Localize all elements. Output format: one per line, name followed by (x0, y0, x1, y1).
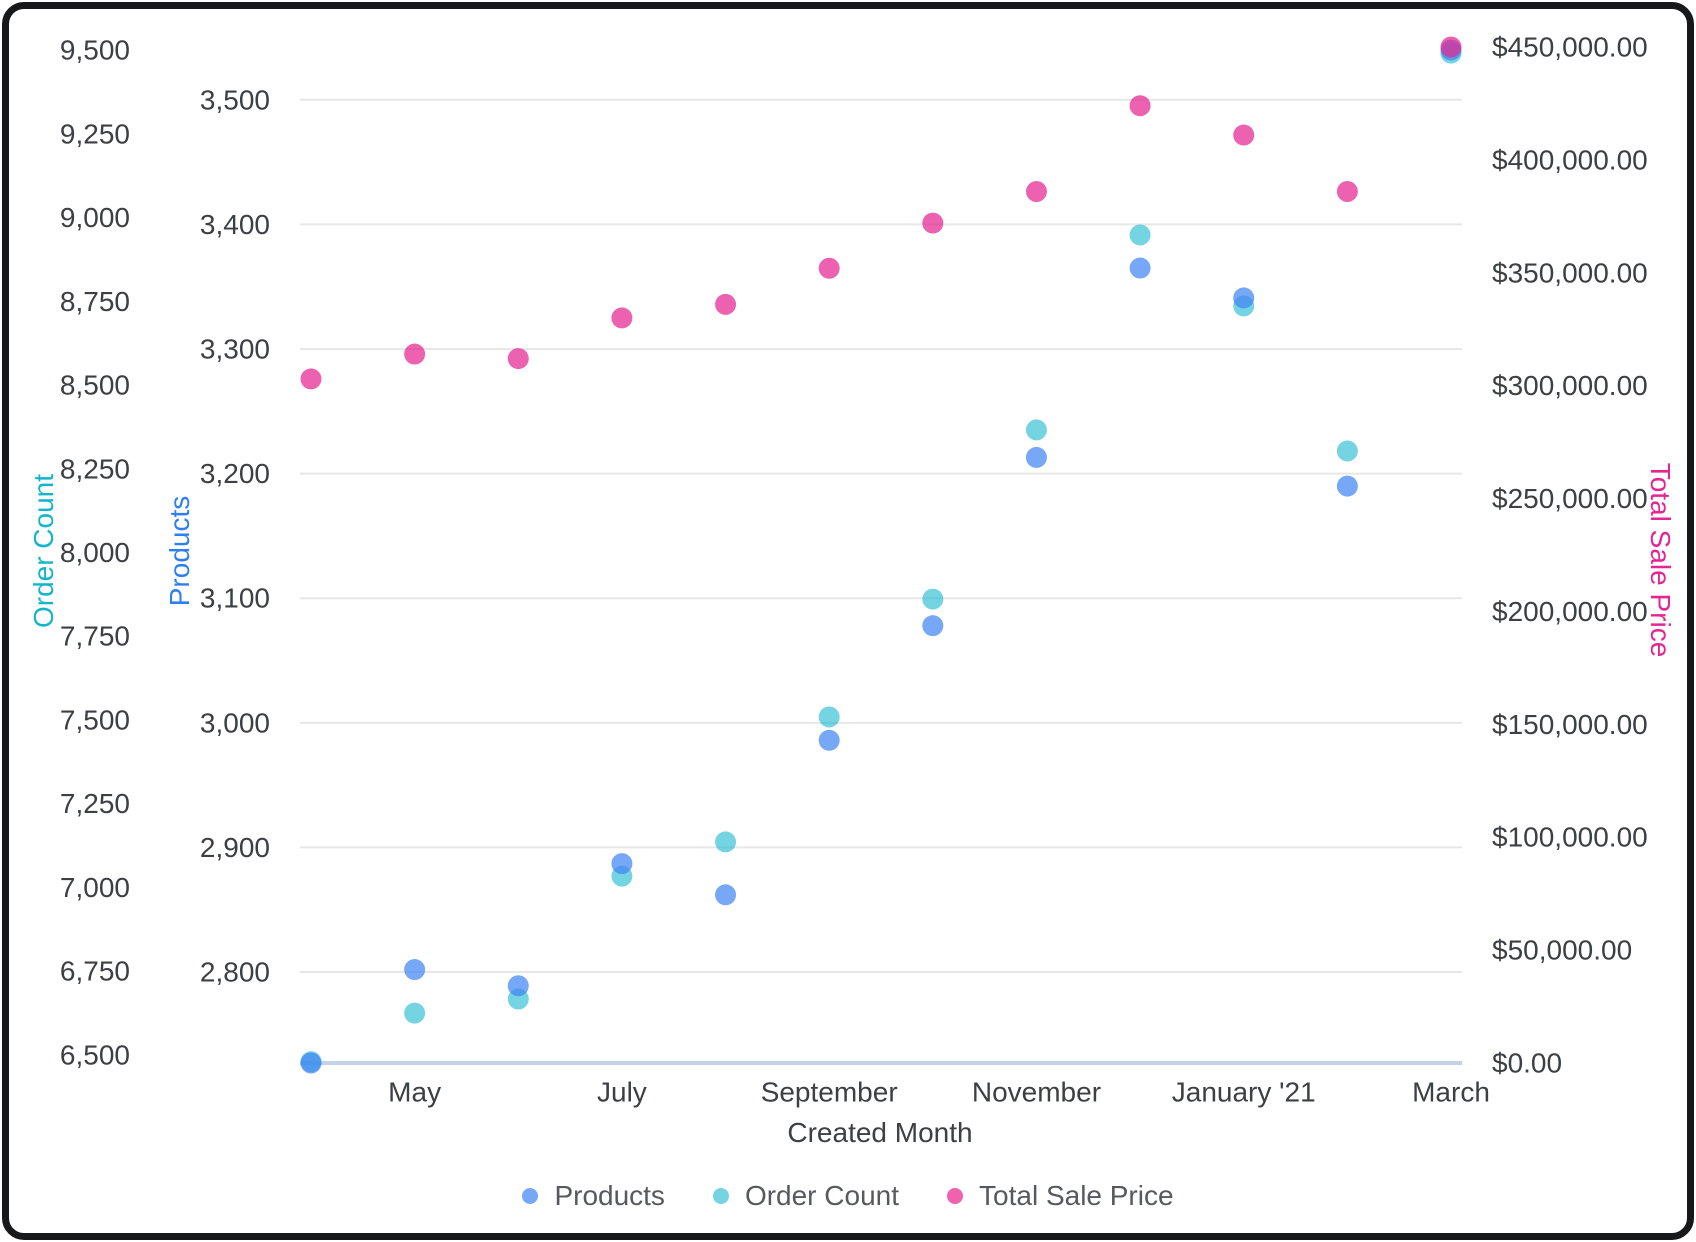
legend-item-total-sale-price[interactable]: Total Sale Price (947, 1180, 1174, 1212)
data-point-products[interactable] (1025, 446, 1047, 468)
sale-price-tick-label: $400,000.00 (1492, 144, 1648, 175)
data-point-products[interactable] (715, 884, 737, 906)
products-tick-label: 3,100 (200, 583, 270, 614)
axis-title-created-month: Created Month (787, 1117, 973, 1148)
data-point-products[interactable] (1129, 257, 1151, 279)
legend-label-total-sale-price: Total Sale Price (979, 1180, 1174, 1211)
data-point-total-sale-price[interactable] (404, 343, 426, 365)
order-count-tick-label: 9,250 (60, 118, 130, 149)
data-point-total-sale-price[interactable] (922, 212, 944, 234)
data-point-order-count[interactable] (922, 588, 944, 610)
sale-price-tick-label: $350,000.00 (1492, 257, 1648, 288)
order-count-tick-label: 8,000 (60, 537, 130, 568)
legend-label-products: Products (554, 1180, 665, 1211)
legend-item-order-count[interactable]: Order Count (712, 1180, 900, 1212)
data-point-products[interactable] (1233, 287, 1255, 309)
data-point-order-count[interactable] (1336, 440, 1358, 462)
legend-label-order-count: Order Count (744, 1180, 900, 1211)
sale-price-tick-label: $250,000.00 (1492, 483, 1648, 514)
data-point-order-count[interactable] (715, 831, 737, 853)
data-point-products[interactable] (404, 959, 426, 981)
month-tick-label: November (972, 1077, 1101, 1108)
data-point-order-count[interactable] (1129, 224, 1151, 246)
sale-price-tick-label: $150,000.00 (1492, 709, 1648, 740)
order-count-tick-label: 7,500 (60, 704, 130, 735)
legend-dot-order-count-icon (712, 1188, 729, 1204)
products-tick-label: 3,200 (200, 458, 270, 489)
data-point-total-sale-price[interactable] (1025, 180, 1047, 202)
products-tick-label: 3,400 (200, 209, 270, 240)
data-point-order-count[interactable] (404, 1002, 426, 1024)
month-tick-label: July (597, 1077, 647, 1108)
legend-dot-products-icon (522, 1188, 539, 1204)
order-count-tick-label: 8,500 (60, 370, 130, 401)
data-point-total-sale-price[interactable] (1336, 180, 1358, 202)
products-tick-label: 3,500 (200, 84, 270, 115)
sale-price-tick-label: $300,000.00 (1492, 370, 1648, 401)
axis-title-order-count: Order Count (28, 473, 59, 629)
products-tick-label: 2,800 (200, 957, 270, 988)
axis-title-products: Products (164, 495, 195, 607)
month-tick-label: September (761, 1077, 898, 1108)
products-tick-label: 3,000 (200, 707, 270, 738)
legend-item-products[interactable]: Products (522, 1180, 665, 1212)
data-point-order-count[interactable] (818, 706, 840, 728)
order-count-tick-label: 7,000 (60, 872, 130, 903)
order-count-tick-label: 8,250 (60, 453, 130, 484)
order-count-tick-label: 8,750 (60, 286, 130, 317)
data-point-total-sale-price[interactable] (611, 307, 633, 329)
sale-price-tick-label: $0.00 (1492, 1048, 1562, 1079)
data-point-total-sale-price[interactable] (818, 257, 840, 279)
data-point-total-sale-price[interactable] (507, 348, 529, 370)
month-tick-label: March (1412, 1077, 1490, 1108)
data-point-products[interactable] (300, 1052, 322, 1074)
data-point-order-count[interactable] (1025, 419, 1047, 441)
data-point-products[interactable] (1336, 475, 1358, 497)
month-tick-label: May (388, 1077, 441, 1108)
data-point-products[interactable] (507, 975, 529, 997)
data-point-products[interactable] (611, 853, 633, 875)
order-count-tick-label: 7,250 (60, 788, 130, 819)
data-point-total-sale-price[interactable] (1129, 95, 1151, 117)
products-tick-label: 2,900 (200, 832, 270, 863)
order-count-tick-label: 6,500 (60, 1039, 130, 1070)
order-count-tick-label: 9,500 (60, 35, 130, 66)
order-count-tick-label: 6,750 (60, 956, 130, 987)
data-point-products[interactable] (818, 729, 840, 751)
sale-price-tick-label: $50,000.00 (1492, 935, 1632, 966)
axis-title-total-sale-price: Total Sale Price (1645, 462, 1676, 658)
month-tick-label: January '21 (1172, 1077, 1316, 1108)
sale-price-tick-label: $200,000.00 (1492, 596, 1648, 627)
order-count-tick-label: 7,750 (60, 621, 130, 652)
data-point-products[interactable] (922, 615, 944, 637)
legend: Products Order Count Total Sale Price (0, 1180, 1696, 1212)
data-point-total-sale-price[interactable] (715, 293, 737, 315)
sale-price-tick-label: $100,000.00 (1492, 822, 1648, 853)
data-point-total-sale-price[interactable] (1233, 124, 1255, 146)
order-count-tick-label: 9,000 (60, 202, 130, 233)
data-point-total-sale-price[interactable] (1440, 36, 1462, 58)
legend-dot-total-sale-price-icon (947, 1188, 964, 1204)
products-tick-label: 3,300 (200, 334, 270, 365)
data-point-total-sale-price[interactable] (300, 368, 322, 390)
sale-price-tick-label: $450,000.00 (1492, 31, 1648, 62)
